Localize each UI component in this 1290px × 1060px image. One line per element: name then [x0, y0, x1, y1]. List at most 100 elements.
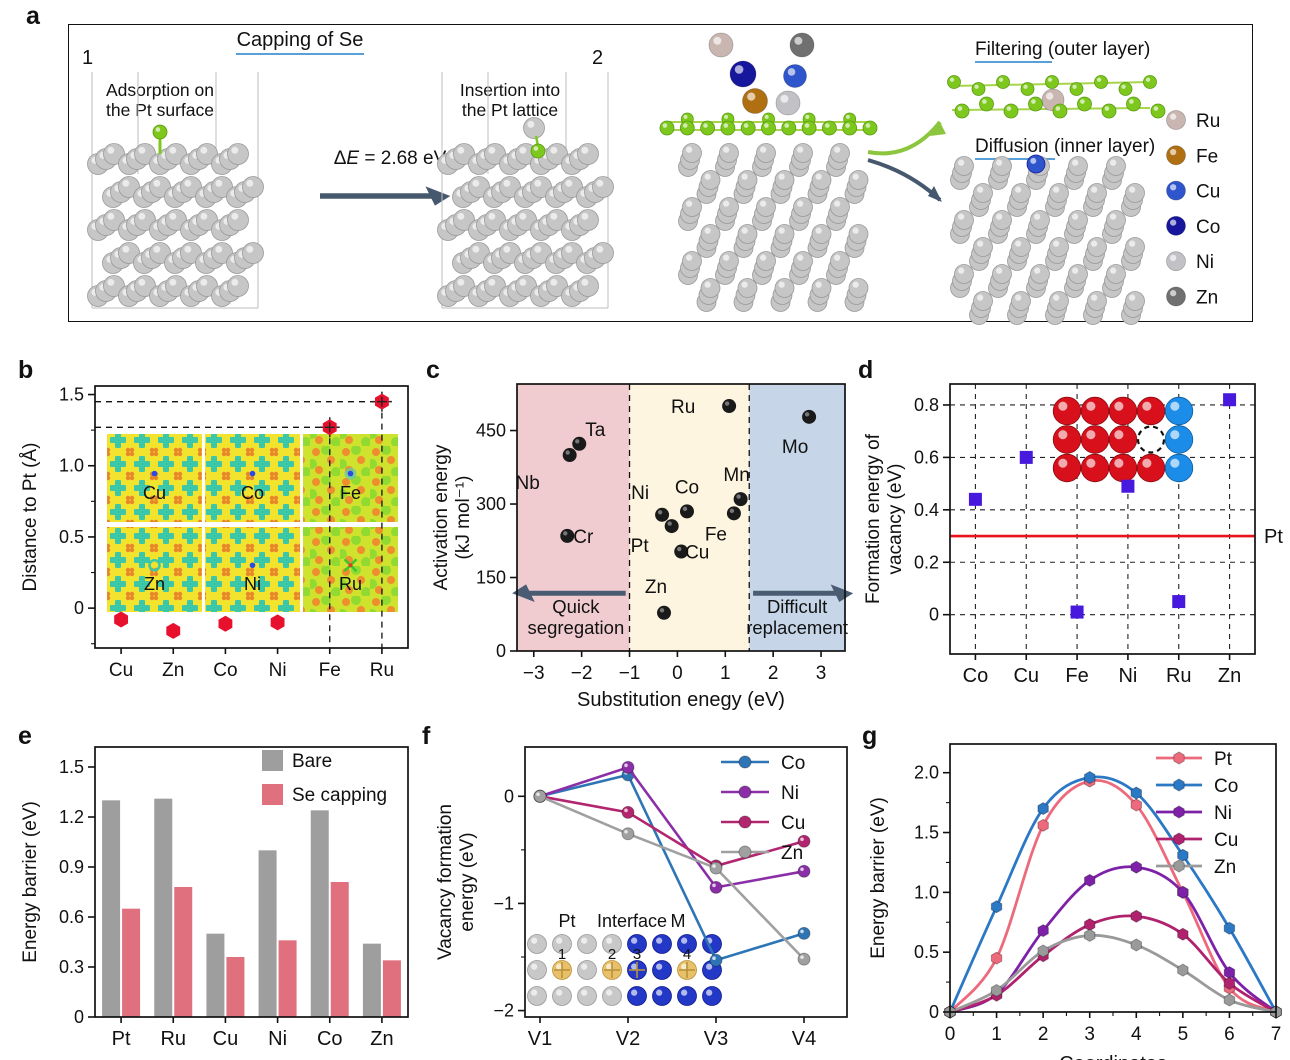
- x-tick-label: V4: [792, 1028, 816, 1050]
- y-tick-label: 450: [476, 421, 506, 441]
- x-tick-label: 7: [1271, 1024, 1282, 1045]
- element-point-pt: [664, 519, 679, 534]
- y-axis-label: energy (eV): [457, 832, 478, 931]
- panel-f-letter: f: [422, 722, 431, 750]
- element-point-label: Cr: [573, 527, 594, 548]
- insertion-annotation: Insertion into: [460, 80, 560, 100]
- y-tick-label: 0.4: [914, 500, 939, 520]
- diffusion-label: Diffusion (inner layer): [975, 136, 1155, 157]
- charge-density-map-ni: [205, 527, 300, 612]
- chart-e-content: 0 0.3 0.6 0.9 1.2 1.5 Pt Ru Cu Ni Co Zn Bare Se cappi…: [20, 746, 409, 1050]
- site-number: 3: [633, 946, 641, 963]
- site-number: 2: [608, 946, 616, 963]
- element-point-zn: [657, 605, 672, 620]
- data-point-co: [218, 615, 233, 632]
- x-tick-label: 3: [816, 663, 827, 684]
- element-point-mo: [802, 409, 817, 424]
- panel-f-chart: Pt Interface M 1 2 3 4 0 −1 −2 V1 V2 V3 V4 Co Ni Cu Zn Vac…: [435, 746, 848, 1050]
- legend-label: Zn: [1214, 857, 1236, 878]
- legend-label: Cu: [781, 813, 805, 834]
- series-line-co: [539, 773, 805, 962]
- chart-b-content: Cu Co Fe Zn Ni Ru 0 0.5 1.0 1.5 Cu Zn Co Ni Fe Ru Distan…: [20, 385, 409, 681]
- bar-bare-cu: [206, 933, 225, 1017]
- insertion-annotation: the Pt lattice: [462, 100, 558, 120]
- element-point-ni: [655, 507, 670, 522]
- site-inset: Pt Interface M 1 2 3 4: [527, 911, 722, 1006]
- series-line-ni: [539, 765, 805, 889]
- panel-e-letter: e: [18, 722, 32, 750]
- element-point-co: [679, 504, 694, 519]
- y-axis-label: Energy barrier (eV): [20, 801, 41, 963]
- panel-d-letter: d: [858, 356, 874, 384]
- x-tick-label: Zn: [370, 1028, 393, 1050]
- legend-label: Ni: [1214, 803, 1232, 824]
- element-point-label: Cu: [685, 543, 709, 564]
- plot-frame: [94, 746, 409, 1018]
- x-tick-label: −3: [523, 663, 545, 684]
- y-tick-label: 0: [504, 786, 514, 806]
- bar-secapping-zn: [382, 960, 401, 1017]
- legend-swatch: [262, 750, 283, 771]
- y-tick-label: 0: [929, 605, 939, 625]
- x-tick-label: 0: [945, 1024, 956, 1045]
- element-point-cr: [560, 528, 575, 543]
- chart-d-content: Pt 0 0.2 0.4 0.6 0.8 Co Cu Fe Ni Ru Zn Formation ene…: [863, 383, 1283, 687]
- y-tick-label: 0.8: [914, 395, 939, 415]
- data-point-zn: [166, 622, 181, 639]
- x-tick-label: V3: [704, 1028, 728, 1050]
- x-tick-label: 2: [768, 663, 779, 684]
- panel-a-letter: a: [26, 2, 40, 30]
- atom-legend-label: Co: [1196, 217, 1220, 238]
- charge-density-map-ru: [303, 527, 398, 612]
- x-tick-label: 4: [1131, 1024, 1142, 1045]
- y-tick-label: 0.5: [59, 527, 84, 547]
- atom-legend: Ru Fe Cu Co Ni Zn: [1166, 110, 1220, 309]
- bar-secapping-ru: [174, 887, 193, 1017]
- atom-legend-label: Zn: [1196, 288, 1218, 309]
- legend-label: Cu: [1214, 830, 1238, 851]
- difficult-replacement-label: replacement: [746, 617, 848, 638]
- bar-secapping-cu: [226, 957, 245, 1017]
- x-tick-label: Cu: [1013, 665, 1039, 687]
- legend-label: Zn: [781, 843, 803, 864]
- vacancy-site: [1136, 425, 1166, 454]
- legend: Bare Se capping: [262, 750, 387, 806]
- y-axis-label: Vacancy formation: [435, 804, 456, 960]
- atom-legend-label: Cu: [1196, 182, 1220, 203]
- y-tick-label: −2: [493, 1001, 514, 1021]
- y-tick-label: 1.5: [914, 823, 939, 843]
- x-tick-label: Ru: [370, 660, 394, 681]
- element-point-label: Co: [675, 477, 699, 498]
- x-tick-label: Zn: [162, 660, 184, 681]
- charge-density-map-cu: [107, 434, 202, 522]
- element-point-label: Mo: [782, 437, 808, 458]
- site-number: 4: [683, 946, 691, 963]
- map-label: Fe: [340, 483, 361, 503]
- element-point-nb: [562, 448, 577, 463]
- x-axis-label: Substitution enegy (eV): [577, 689, 785, 711]
- vacancy-inset: [1052, 396, 1194, 483]
- adsorption-annotation: the Pt surface: [106, 100, 214, 120]
- x-tick-label: Fe: [1065, 665, 1088, 687]
- y-tick-label: 0.2: [914, 552, 939, 572]
- x-tick-label: Co: [213, 660, 237, 681]
- y-tick-label: 0.6: [914, 447, 939, 467]
- atom-legend-label: Ru: [1196, 111, 1220, 132]
- x-tick-label: −1: [619, 663, 641, 684]
- vacancy-energy-point-co: [968, 492, 982, 506]
- bar-secapping-pt: [122, 908, 141, 1017]
- legend: Co Ni Cu Zn: [721, 753, 805, 864]
- legend-label: Co: [781, 753, 805, 774]
- panel-g-letter: g: [862, 722, 878, 750]
- map-label: Ru: [339, 574, 362, 594]
- map-label: Co: [241, 483, 264, 503]
- x-tick-label: Ru: [1166, 665, 1192, 687]
- x-tick-label: Cu: [213, 1028, 239, 1050]
- element-point-label: Fe: [705, 524, 727, 545]
- y-axis-label: Distance to Pt (Å): [20, 443, 41, 592]
- legend: Pt Co Ni Cu Zn: [1156, 749, 1238, 878]
- legend-label: Bare: [292, 751, 332, 772]
- y-tick-label: 1.2: [59, 807, 84, 827]
- y-axis-label: (kJ mol⁻¹): [453, 476, 474, 560]
